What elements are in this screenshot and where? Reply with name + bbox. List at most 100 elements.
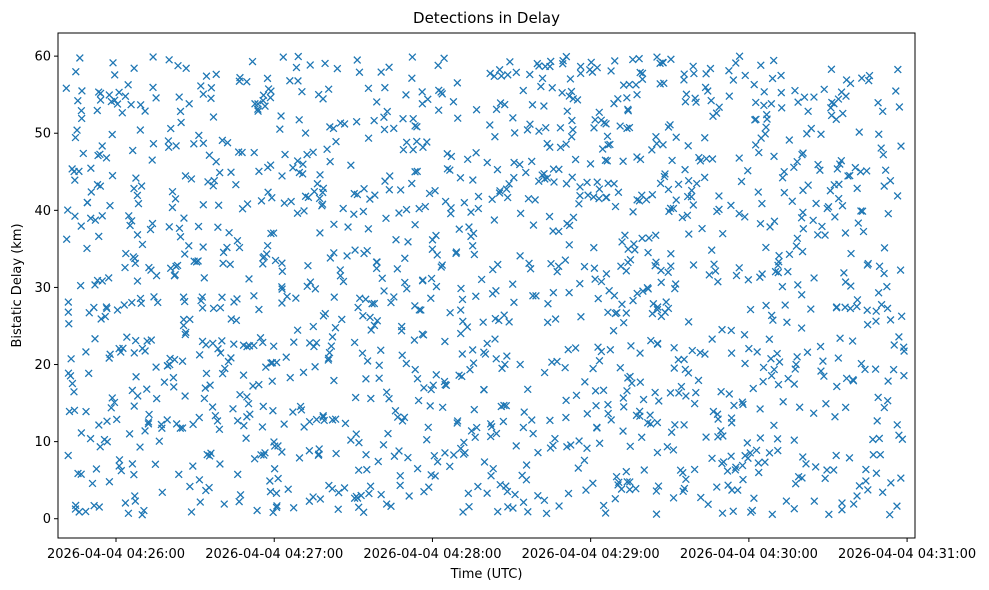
data-point xyxy=(731,465,740,474)
data-point xyxy=(666,389,675,397)
data-point xyxy=(77,114,86,123)
data-point xyxy=(659,79,668,88)
data-point xyxy=(759,363,768,372)
data-point xyxy=(64,451,73,460)
data-point xyxy=(684,141,693,150)
data-point xyxy=(128,146,137,155)
data-point xyxy=(225,228,233,237)
data-point xyxy=(199,90,208,98)
data-point xyxy=(337,315,346,324)
data-point xyxy=(900,347,908,355)
data-point xyxy=(529,429,538,438)
data-point xyxy=(105,477,114,486)
data-point xyxy=(526,120,534,129)
data-point xyxy=(153,298,162,307)
data-point xyxy=(366,482,375,491)
data-point xyxy=(418,99,427,108)
data-point xyxy=(253,105,262,114)
data-point xyxy=(564,345,573,354)
data-point xyxy=(602,119,610,128)
data-point xyxy=(87,164,95,173)
data-point xyxy=(434,106,443,115)
data-point xyxy=(628,55,637,64)
data-point xyxy=(113,100,122,108)
data-point xyxy=(243,392,251,401)
data-point xyxy=(233,470,242,479)
data-point xyxy=(863,306,872,315)
data-point xyxy=(300,423,308,431)
data-point xyxy=(831,213,839,221)
data-point xyxy=(654,482,663,490)
data-point xyxy=(423,95,432,104)
data-point xyxy=(359,311,367,320)
data-point xyxy=(510,158,518,167)
data-point xyxy=(370,321,379,330)
data-point xyxy=(103,417,111,426)
data-point xyxy=(400,413,409,422)
data-point xyxy=(532,292,540,300)
data-point xyxy=(838,499,846,507)
data-point xyxy=(233,295,241,303)
data-point xyxy=(453,114,462,123)
data-point xyxy=(96,150,104,159)
data-point xyxy=(334,505,343,514)
data-point xyxy=(889,365,898,374)
data-point xyxy=(780,167,789,176)
data-point xyxy=(166,264,175,273)
data-point xyxy=(516,209,525,218)
data-point xyxy=(862,167,871,175)
data-point xyxy=(591,275,599,284)
data-point xyxy=(427,274,436,283)
data-point xyxy=(702,154,711,163)
data-point xyxy=(604,141,612,149)
data-point xyxy=(490,216,499,224)
data-point xyxy=(218,136,227,145)
data-point xyxy=(270,442,279,450)
data-point xyxy=(71,501,80,510)
data-point xyxy=(102,154,111,162)
data-point xyxy=(88,479,97,488)
data-point xyxy=(654,397,663,405)
data-point xyxy=(136,100,145,109)
data-point xyxy=(400,254,409,263)
data-point xyxy=(382,388,391,397)
data-point xyxy=(297,406,306,414)
data-point xyxy=(809,409,818,418)
data-point xyxy=(306,278,315,286)
data-point xyxy=(847,249,855,258)
data-point xyxy=(769,56,778,65)
data-point xyxy=(692,98,700,107)
data-point xyxy=(797,324,806,332)
data-point xyxy=(202,72,211,81)
data-point xyxy=(170,355,179,364)
data-point xyxy=(802,460,810,468)
data-point xyxy=(197,296,205,305)
data-point xyxy=(472,105,481,114)
data-point xyxy=(121,263,129,272)
data-point xyxy=(735,154,744,162)
data-point xyxy=(110,71,119,79)
data-point xyxy=(250,148,259,157)
data-point xyxy=(707,96,716,105)
data-point xyxy=(841,278,850,286)
data-point xyxy=(200,394,209,403)
data-point xyxy=(63,206,72,214)
data-point xyxy=(455,225,464,234)
data-point xyxy=(635,54,644,63)
y-axis: 0 10 20 30 40 50 60 xyxy=(34,50,58,527)
data-point xyxy=(216,303,225,312)
data-point xyxy=(73,96,82,105)
data-point xyxy=(878,107,887,116)
data-point xyxy=(224,357,233,366)
data-point xyxy=(566,441,575,449)
data-point xyxy=(733,486,742,495)
data-point xyxy=(298,87,306,96)
data-point xyxy=(310,187,319,196)
data-point xyxy=(405,492,414,500)
data-point xyxy=(289,163,297,172)
data-point xyxy=(295,454,304,462)
data-point xyxy=(278,299,286,307)
data-point xyxy=(256,333,265,342)
data-point xyxy=(682,90,691,99)
data-point xyxy=(505,318,514,326)
